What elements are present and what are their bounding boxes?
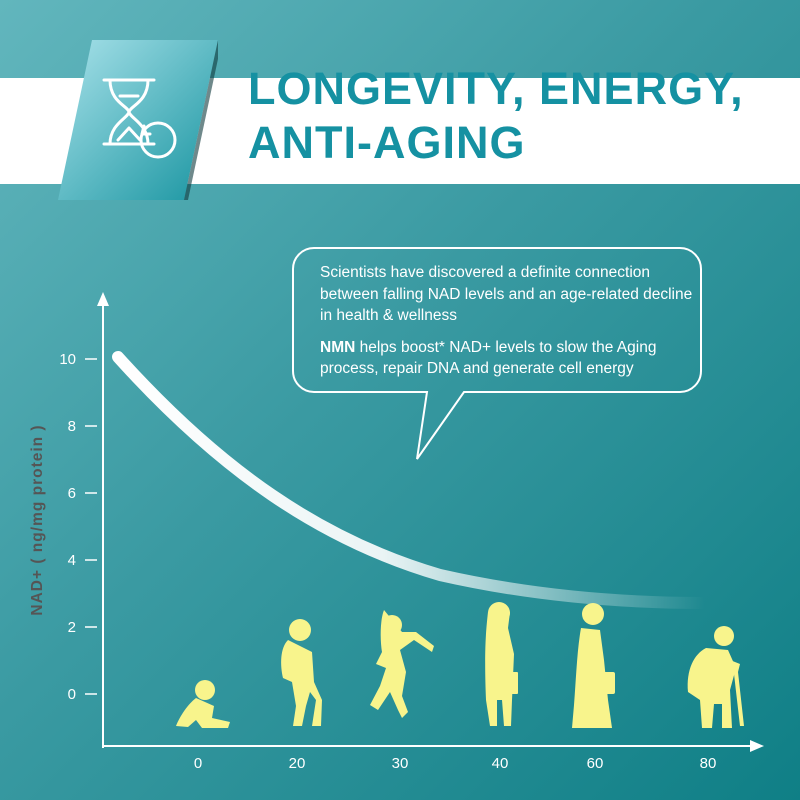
callout-paragraph-2: NMN helps boost* NAD+ levels to slow the…	[320, 337, 700, 380]
x-tick-label: 0	[194, 755, 202, 772]
x-tick-label: 80	[700, 755, 717, 772]
x-tick-label: 60	[587, 755, 604, 772]
title-line-1: LONGEVITY, ENERGY,	[248, 63, 744, 114]
y-tick-label: 2	[68, 619, 76, 636]
nad-decline-curve	[112, 351, 711, 609]
y-tick-label: 6	[68, 485, 76, 502]
callout-paragraph-1: Scientists have discovered a definite co…	[320, 264, 693, 324]
young-woman-figure	[370, 610, 434, 718]
callout-nmn: NMN	[320, 338, 356, 356]
callout-paragraph-2-rest: helps boost* NAD+ levels to slow the Agi…	[320, 338, 657, 378]
middle-aged-woman-figure	[572, 603, 615, 728]
child-figure	[281, 619, 322, 726]
speech-bubble	[292, 247, 702, 460]
y-tick-label: 4	[68, 552, 76, 569]
baby-figure	[176, 680, 230, 728]
y-tick-label: 0	[68, 686, 76, 703]
y-axis-arrow	[97, 292, 109, 306]
x-tick-label: 20	[289, 755, 306, 772]
page-title: LONGEVITY, ENERGY, ANTI-AGING	[248, 62, 744, 170]
x-tick-label: 40	[492, 755, 509, 772]
title-line-2: ANTI-AGING	[248, 117, 526, 168]
adult-woman-figure	[485, 602, 518, 726]
y-tick-label: 10	[59, 351, 76, 368]
hourglass-icon	[58, 40, 218, 200]
y-tick-label: 8	[68, 418, 76, 435]
callout-text: Scientists have discovered a definite co…	[320, 262, 700, 390]
x-axis-arrow	[750, 740, 764, 752]
elderly-figure	[687, 626, 744, 728]
x-tick-label: 30	[392, 755, 409, 772]
